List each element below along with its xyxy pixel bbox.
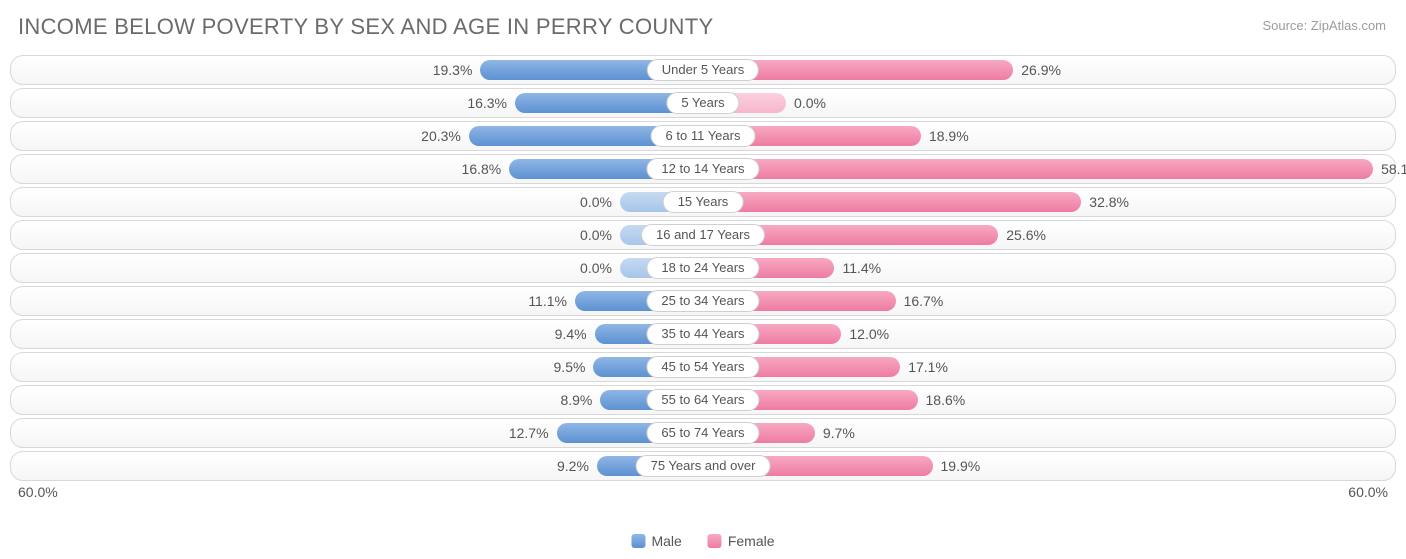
legend-item-female: Female bbox=[708, 533, 775, 549]
male-value-label: 12.7% bbox=[509, 419, 549, 447]
male-value-label: 16.3% bbox=[467, 89, 507, 117]
category-label: 16 and 17 Years bbox=[641, 224, 765, 246]
female-value-label: 58.1% bbox=[1381, 155, 1406, 183]
male-value-label: 20.3% bbox=[421, 122, 461, 150]
male-value-label: 0.0% bbox=[580, 188, 612, 216]
female-value-label: 18.9% bbox=[929, 122, 969, 150]
category-label: 75 Years and over bbox=[636, 455, 771, 477]
chart-row: 0.0% 11.4% 18 to 24 Years bbox=[10, 253, 1396, 283]
legend-label-male: Male bbox=[651, 533, 681, 549]
chart-title: INCOME BELOW POVERTY BY SEX AND AGE IN P… bbox=[18, 14, 713, 40]
category-label: 12 to 14 Years bbox=[646, 158, 759, 180]
category-label: 45 to 54 Years bbox=[646, 356, 759, 378]
legend-item-male: Male bbox=[631, 533, 681, 549]
axis-max-right: 60.0% bbox=[1348, 484, 1388, 500]
chart-row: 8.9% 18.6% 55 to 64 Years bbox=[10, 385, 1396, 415]
category-label: 5 Years bbox=[666, 92, 739, 114]
male-value-label: 11.1% bbox=[528, 287, 567, 315]
female-bar bbox=[703, 192, 1081, 212]
chart-row: 0.0% 32.8% 15 Years bbox=[10, 187, 1396, 217]
female-value-label: 17.1% bbox=[908, 353, 948, 381]
male-value-label: 16.8% bbox=[462, 155, 502, 183]
source-attribution: Source: ZipAtlas.com bbox=[1262, 18, 1386, 33]
chart-row: 11.1% 16.7% 25 to 34 Years bbox=[10, 286, 1396, 316]
chart-row: 20.3% 18.9% 6 to 11 Years bbox=[10, 121, 1396, 151]
male-value-label: 9.2% bbox=[557, 452, 589, 480]
category-label: 6 to 11 Years bbox=[651, 125, 756, 147]
category-label: 15 Years bbox=[663, 191, 744, 213]
chart-area: 19.3% 26.9% Under 5 Years 16.3% 0.0% 5 Years 2… bbox=[10, 55, 1396, 519]
chart-row: 0.0% 25.6% 16 and 17 Years bbox=[10, 220, 1396, 250]
male-value-label: 0.0% bbox=[580, 254, 612, 282]
chart-row: 16.3% 0.0% 5 Years bbox=[10, 88, 1396, 118]
male-value-label: 8.9% bbox=[560, 386, 592, 414]
category-label: 65 to 74 Years bbox=[646, 422, 759, 444]
male-value-label: 19.3% bbox=[433, 56, 473, 84]
female-value-label: 12.0% bbox=[849, 320, 889, 348]
legend: Male Female bbox=[631, 533, 774, 549]
female-value-label: 32.8% bbox=[1089, 188, 1129, 216]
chart-row: 12.7% 9.7% 65 to 74 Years bbox=[10, 418, 1396, 448]
female-value-label: 11.4% bbox=[842, 254, 881, 282]
female-value-label: 25.6% bbox=[1006, 221, 1046, 249]
female-value-label: 19.9% bbox=[941, 452, 981, 480]
legend-label-female: Female bbox=[728, 533, 775, 549]
female-value-label: 18.6% bbox=[926, 386, 966, 414]
category-label: 25 to 34 Years bbox=[646, 290, 759, 312]
axis-max-left: 60.0% bbox=[18, 484, 58, 500]
male-value-label: 9.4% bbox=[555, 320, 587, 348]
female-value-label: 26.9% bbox=[1021, 56, 1061, 84]
female-swatch-icon bbox=[708, 534, 722, 548]
category-label: 18 to 24 Years bbox=[646, 257, 759, 279]
axis-row: 60.0% 60.0% bbox=[10, 484, 1396, 506]
category-label: Under 5 Years bbox=[647, 59, 759, 81]
male-swatch-icon bbox=[631, 534, 645, 548]
female-value-label: 16.7% bbox=[904, 287, 944, 315]
chart-row: 9.4% 12.0% 35 to 44 Years bbox=[10, 319, 1396, 349]
chart-row: 19.3% 26.9% Under 5 Years bbox=[10, 55, 1396, 85]
category-label: 55 to 64 Years bbox=[646, 389, 759, 411]
female-value-label: 9.7% bbox=[823, 419, 855, 447]
male-value-label: 0.0% bbox=[580, 221, 612, 249]
category-label: 35 to 44 Years bbox=[646, 323, 759, 345]
female-bar bbox=[703, 159, 1373, 179]
chart-row: 16.8%58.1%12 to 14 Years bbox=[10, 154, 1396, 184]
chart-row: 9.5% 17.1% 45 to 54 Years bbox=[10, 352, 1396, 382]
chart-row: 9.2% 19.9% 75 Years and over bbox=[10, 451, 1396, 481]
female-value-label: 0.0% bbox=[794, 89, 826, 117]
male-value-label: 9.5% bbox=[554, 353, 586, 381]
